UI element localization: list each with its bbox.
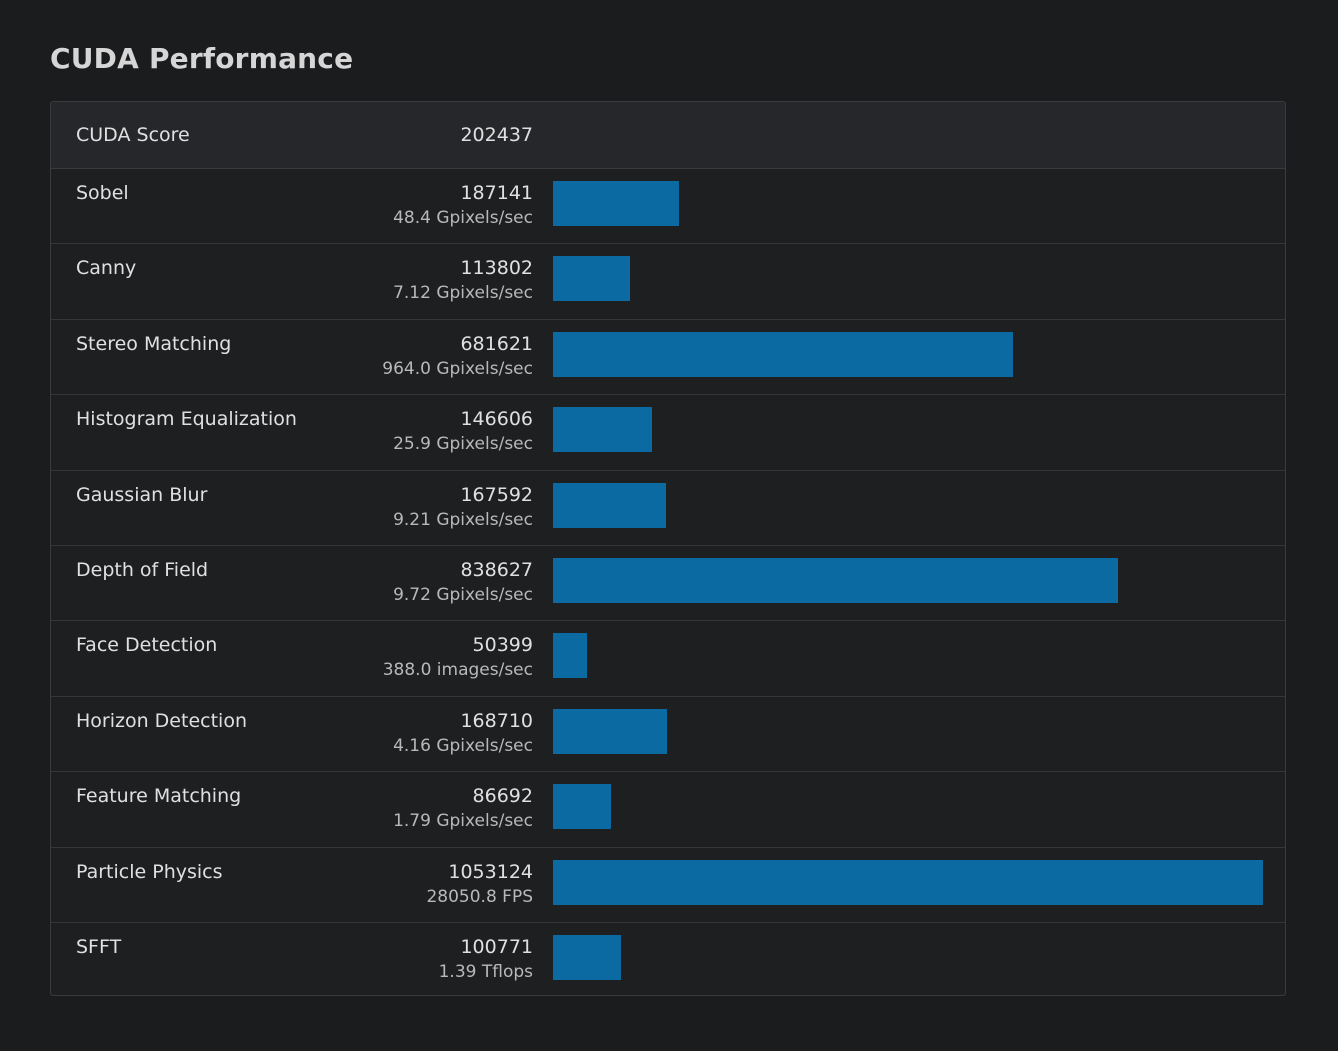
benchmark-score: 100771 — [460, 935, 533, 958]
benchmark-row: Face Detection 50399 388.0 images/sec — [51, 621, 1285, 697]
benchmark-rate: 7.12 Gpixels/sec — [393, 283, 533, 304]
score-bar — [553, 859, 1263, 905]
page-title: CUDA Performance — [50, 42, 354, 75]
score-bar — [553, 482, 666, 528]
benchmark-score: 168710 — [460, 709, 533, 732]
cuda-score-label: CUDA Score — [76, 124, 190, 146]
benchmark-rate: 1.79 Gpixels/sec — [393, 811, 533, 832]
benchmark-row: Depth of Field 838627 9.72 Gpixels/sec — [51, 546, 1285, 622]
benchmark-name: Gaussian Blur — [76, 483, 208, 506]
benchmark-name: SFFT — [76, 935, 122, 958]
benchmark-rate: 9.72 Gpixels/sec — [393, 584, 533, 605]
benchmark-rate: 48.4 Gpixels/sec — [393, 208, 533, 228]
cuda-score-value: 202437 — [460, 124, 533, 146]
benchmark-score: 113802 — [460, 257, 533, 280]
benchmark-row: Gaussian Blur 167592 9.21 Gpixels/sec — [51, 471, 1285, 546]
benchmark-score: 1053124 — [448, 860, 533, 883]
score-bar — [553, 557, 1118, 603]
benchmark-row: Canny 113802 7.12 Gpixels/sec — [51, 244, 1285, 320]
score-bar — [553, 633, 587, 679]
benchmark-rows: Sobel 187141 48.4 Gpixels/sec Canny 113802 7.… — [51, 169, 1285, 995]
benchmark-name: Feature Matching — [76, 785, 242, 808]
benchmark-name: Face Detection — [76, 634, 218, 657]
benchmark-score: 681621 — [460, 332, 533, 355]
benchmark-panel: CUDA Score 202437 Sobel 187141 48.4 Gpixel… — [50, 101, 1286, 996]
benchmark-row: Stereo Matching 681621 964.0 Gpixels/sec — [51, 320, 1285, 396]
benchmark-row: Horizon Detection 168710 4.16 Gpixels/sec — [51, 697, 1285, 773]
score-bar — [553, 708, 667, 754]
benchmark-name: Depth of Field — [76, 558, 209, 581]
score-bar — [553, 407, 652, 453]
benchmark-name: Stereo Matching — [76, 332, 232, 355]
score-bar — [553, 331, 1013, 377]
score-bar — [553, 256, 630, 302]
benchmark-name: Particle Physics — [76, 860, 223, 883]
benchmark-score: 187141 — [460, 182, 533, 204]
benchmark-row: Histogram Equalization 146606 25.9 Gpixels… — [51, 395, 1285, 471]
benchmark-rate: 9.21 Gpixels/sec — [393, 509, 533, 530]
benchmark-rate: 1.39 Tflops — [438, 961, 533, 982]
benchmark-name: Horizon Detection — [76, 709, 247, 732]
benchmark-rate: 25.9 Gpixels/sec — [393, 434, 533, 455]
benchmark-score: 146606 — [460, 408, 533, 431]
benchmark-score: 838627 — [460, 558, 533, 581]
benchmark-score: 50399 — [472, 634, 533, 657]
benchmark-rate: 4.16 Gpixels/sec — [393, 735, 533, 756]
benchmark-row: Sobel 187141 48.4 Gpixels/sec — [51, 169, 1285, 245]
benchmark-score: 167592 — [460, 483, 533, 506]
score-bar — [553, 934, 621, 980]
benchmark-name: Canny — [76, 257, 137, 280]
benchmark-rate: 388.0 images/sec — [382, 660, 533, 681]
cuda-score-row: CUDA Score 202437 — [51, 102, 1285, 169]
benchmark-row: SFFT 100771 1.39 Tflops — [51, 923, 1285, 995]
benchmark-score: 86692 — [472, 785, 533, 808]
benchmark-row: Feature Matching 86692 1.79 Gpixels/sec — [51, 772, 1285, 848]
benchmark-rate: 964.0 Gpixels/sec — [382, 358, 533, 379]
benchmark-name: Sobel — [76, 182, 129, 204]
benchmark-row: Particle Physics 1053124 28050.8 FPS — [51, 848, 1285, 923]
benchmark-rate: 28050.8 FPS — [426, 886, 533, 907]
score-bar — [553, 784, 611, 830]
benchmark-name: Histogram Equalization — [76, 408, 297, 431]
score-bar — [553, 181, 679, 226]
